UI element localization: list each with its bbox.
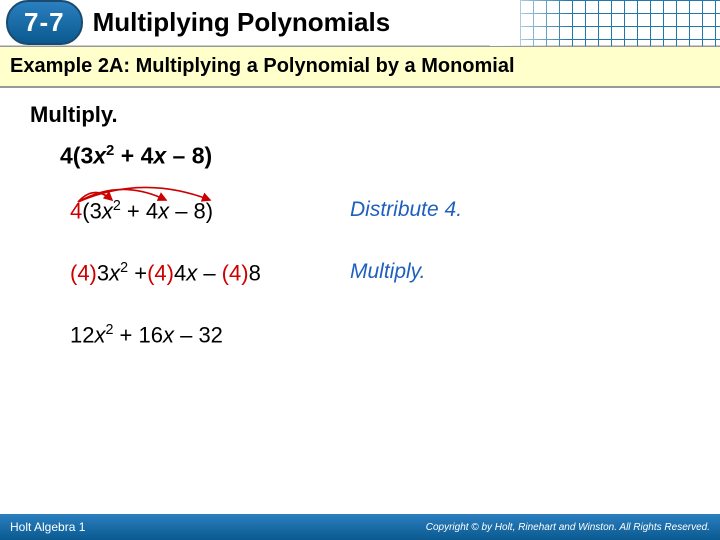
step-annotation: Multiply. — [350, 260, 425, 284]
distribution-arrows-icon — [70, 182, 270, 204]
slide-footer: Holt Algebra 1 Copyright © by Holt, Rine… — [0, 514, 720, 540]
step-expression: 12x2 + 16x – 32 — [70, 322, 350, 348]
step-annotation: Distribute 4. — [350, 198, 462, 222]
step-expression: 4(3x2 + 4x – 8) — [70, 198, 350, 224]
problem-expression: 4(3x2 + 4x – 8) — [60, 142, 690, 170]
instruction-text: Multiply. — [30, 102, 690, 128]
slide-content: Multiply. 4(3x2 + 4x – 8) 4(3x2 + 4x – 8… — [0, 88, 720, 349]
header-grid-fade — [490, 0, 570, 46]
footer-copyright: Copyright © by Holt, Rinehart and Winsto… — [426, 522, 710, 533]
step-expression: (4)3x2 +(4)4x – (4)8 — [70, 260, 350, 286]
lesson-number-badge: 7-7 — [6, 0, 83, 45]
step-row: 4(3x2 + 4x – 8)Distribute 4. — [70, 198, 690, 224]
lesson-header: 7-7 Multiplying Polynomials — [0, 0, 720, 46]
step-row: 12x2 + 16x – 32 — [70, 322, 690, 348]
footer-textbook: Holt Algebra 1 — [10, 520, 85, 534]
example-title-bar: Example 2A: Multiplying a Polynomial by … — [0, 46, 720, 88]
solution-steps: 4(3x2 + 4x – 8)Distribute 4. (4)3x2 +(4)4… — [70, 198, 690, 349]
step-row: (4)3x2 +(4)4x – (4)8Multiply. — [70, 260, 690, 286]
lesson-title: Multiplying Polynomials — [93, 7, 391, 38]
